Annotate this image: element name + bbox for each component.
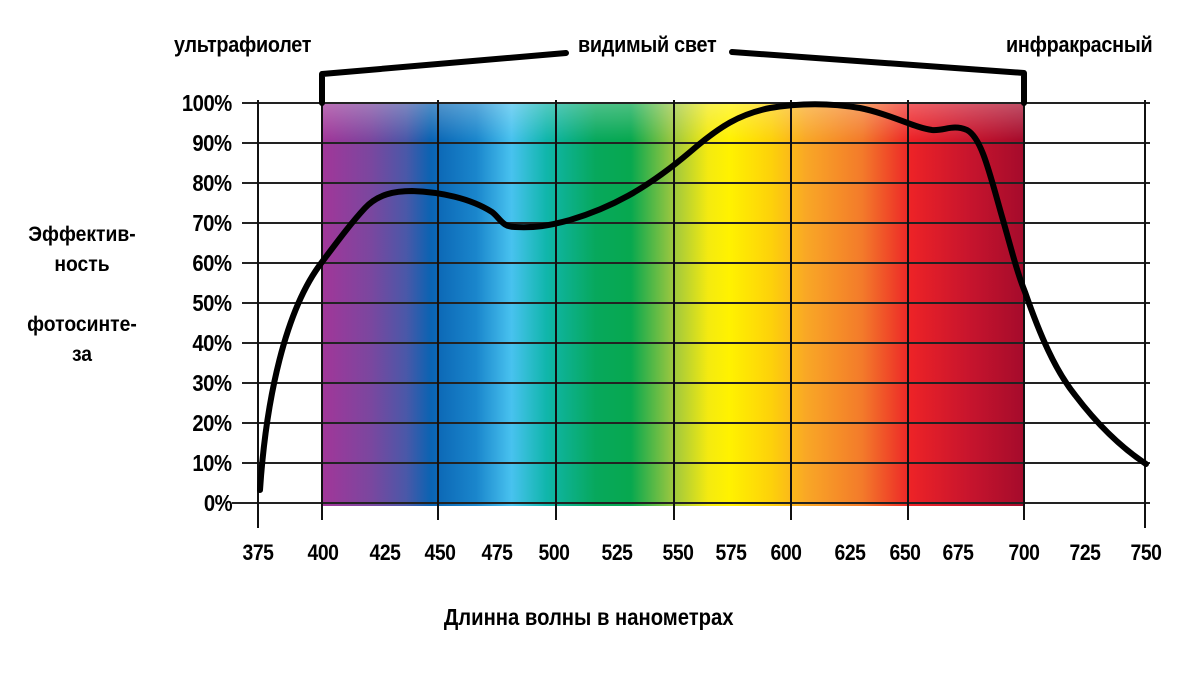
x-tick: 750 [1130, 540, 1162, 565]
y-axis-title-line3: фотосинте- [27, 313, 137, 336]
efficiency-curve [257, 101, 1149, 493]
y-tick: 50% [192, 290, 233, 316]
x-tick: 425 [369, 540, 401, 565]
y-axis-title-line4: за [71, 343, 93, 366]
x-tick: 500 [538, 540, 570, 565]
y-tick: 90% [192, 130, 233, 156]
y-tick: 80% [192, 170, 233, 196]
x-axis-title: Длинна волны в нанометрах [443, 604, 734, 630]
y-tick: 0% [203, 490, 233, 516]
ir-region-label: инфракрасный [1006, 32, 1153, 57]
x-tick: 650 [889, 540, 921, 565]
y-tick: 100% [181, 90, 232, 116]
x-tick: 525 [601, 540, 633, 565]
y-tick: 70% [192, 210, 233, 236]
visible-light-bracket [319, 50, 569, 106]
x-tick: 625 [834, 540, 866, 565]
vertical-gridlines [257, 100, 1146, 528]
x-tick: 575 [715, 540, 747, 565]
x-tick: 600 [770, 540, 802, 565]
visible-region-label: видимый свет [578, 32, 717, 57]
x-tick: 375 [242, 540, 274, 565]
y-axis-title-line1: Эффектив- [28, 223, 136, 246]
visible-light-bracket-right [729, 49, 1027, 106]
y-axis-title-line2: ность [54, 253, 110, 276]
y-axis-title-cont: фотосинте- за [14, 310, 150, 370]
y-tick: 60% [192, 250, 233, 276]
y-tick: 30% [192, 370, 233, 396]
uv-region-label: ультрафиолет [174, 32, 312, 57]
x-tick: 700 [1008, 540, 1040, 565]
y-tick: 10% [192, 450, 233, 476]
x-tick: 550 [662, 540, 694, 565]
x-tick: 675 [942, 540, 974, 565]
y-tick: 40% [192, 330, 233, 356]
x-tick: 475 [481, 540, 513, 565]
y-axis-title: Эффектив- ность [14, 220, 150, 280]
x-tick: 725 [1069, 540, 1101, 565]
x-tick: 450 [424, 540, 456, 565]
x-tick: 400 [307, 540, 339, 565]
y-tick: 20% [192, 410, 233, 436]
